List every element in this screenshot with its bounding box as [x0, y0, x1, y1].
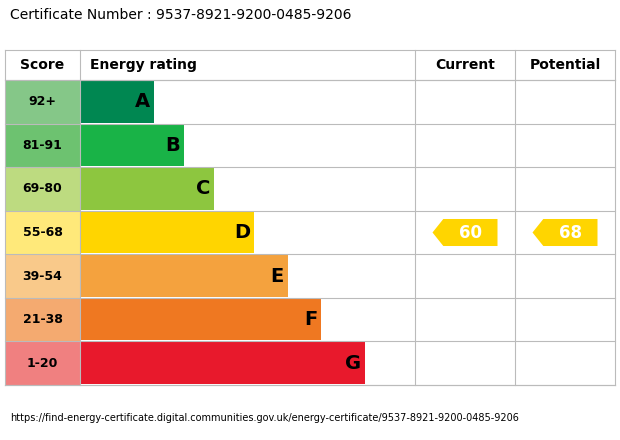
Text: E: E: [270, 267, 284, 286]
Text: Energy rating: Energy rating: [90, 58, 197, 72]
Text: 1-20: 1-20: [27, 357, 58, 370]
Polygon shape: [433, 219, 497, 246]
Bar: [5, 298, 80, 341]
Bar: [5, 50, 615, 80]
Text: G: G: [345, 354, 361, 373]
Bar: [80, 342, 365, 384]
Text: C: C: [196, 180, 210, 198]
Text: F: F: [304, 310, 317, 329]
Text: A: A: [135, 92, 149, 111]
Bar: [80, 168, 214, 210]
Bar: [5, 341, 80, 385]
Bar: [5, 124, 80, 167]
Bar: [80, 299, 321, 341]
Bar: [80, 81, 154, 123]
Text: Certificate Number : 9537-8921-9200-0485-9206: Certificate Number : 9537-8921-9200-0485…: [10, 8, 352, 22]
Bar: [5, 254, 80, 298]
Text: 81-91: 81-91: [22, 139, 63, 152]
Bar: [5, 211, 80, 254]
Text: 69-80: 69-80: [22, 183, 63, 195]
Text: Current: Current: [435, 58, 495, 72]
Text: 68: 68: [559, 224, 582, 242]
Bar: [80, 255, 288, 297]
Polygon shape: [533, 219, 598, 246]
Bar: [5, 80, 80, 124]
Text: 92+: 92+: [29, 95, 56, 108]
Text: Score: Score: [20, 58, 64, 72]
Text: 60: 60: [459, 224, 482, 242]
Text: 39-54: 39-54: [22, 270, 63, 282]
Text: D: D: [234, 223, 250, 242]
Bar: [5, 167, 80, 211]
Bar: [80, 212, 254, 253]
Text: Potential: Potential: [529, 58, 601, 72]
Text: 55-68: 55-68: [22, 226, 63, 239]
Text: https://find-energy-certificate.digital.communities.gov.uk/energy-certificate/95: https://find-energy-certificate.digital.…: [10, 413, 519, 423]
Bar: [80, 125, 184, 166]
Text: B: B: [165, 136, 180, 155]
Text: 21-38: 21-38: [22, 313, 63, 326]
